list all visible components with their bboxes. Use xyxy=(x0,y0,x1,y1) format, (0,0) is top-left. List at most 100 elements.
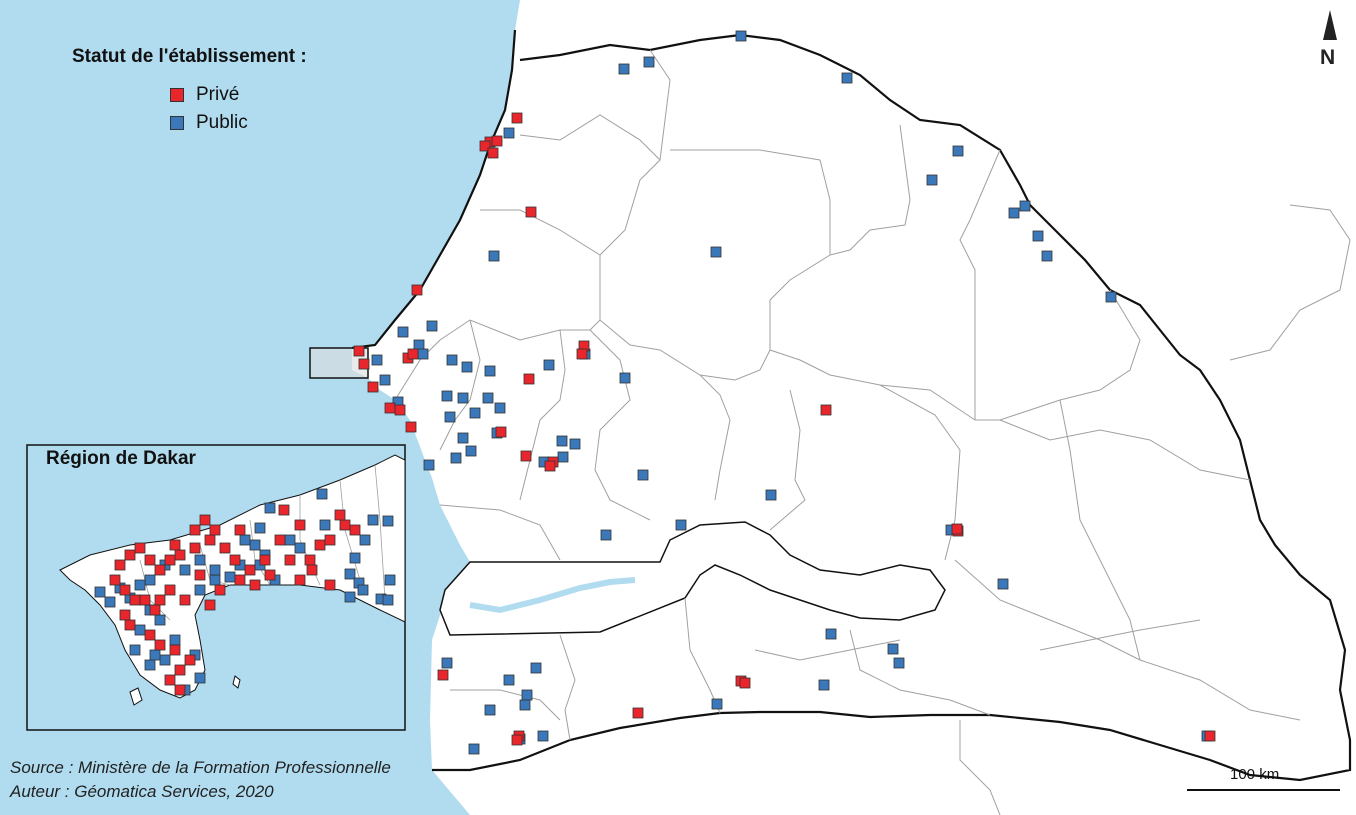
prive-establishment-marker xyxy=(199,514,211,526)
public-establishment-marker xyxy=(149,649,161,661)
public-establishment-marker xyxy=(104,596,116,608)
public-establishment-marker xyxy=(887,643,899,655)
prive-establishment-marker xyxy=(487,147,499,159)
public-establishment-marker xyxy=(600,529,612,541)
public-establishment-marker xyxy=(1032,230,1044,242)
public-establishment-marker xyxy=(367,514,379,526)
public-establishment-marker xyxy=(569,438,581,450)
public-establishment-marker xyxy=(224,571,236,583)
prive-establishment-marker xyxy=(114,559,126,571)
public-establishment-marker xyxy=(209,564,221,576)
public-establishment-marker xyxy=(264,502,276,514)
public-establishment-marker xyxy=(618,63,630,75)
island xyxy=(129,687,143,706)
prive-establishment-marker xyxy=(234,574,246,586)
gambia xyxy=(439,521,946,636)
prive-establishment-marker xyxy=(214,584,226,596)
public-establishment-marker xyxy=(469,407,481,419)
public-establishment-marker xyxy=(643,56,655,68)
inset-title: Région de Dakar xyxy=(46,448,196,469)
prive-establishment-marker xyxy=(384,402,396,414)
prive-establishment-marker xyxy=(511,734,523,746)
prive-establishment-marker xyxy=(339,519,351,531)
prive-establishment-marker xyxy=(411,284,423,296)
prive-establishment-marker xyxy=(1204,730,1216,742)
public-establishment-marker xyxy=(465,445,477,457)
public-establishment-marker xyxy=(735,30,747,42)
prive-establishment-marker xyxy=(124,619,136,631)
prive-establishment-marker xyxy=(511,112,523,124)
public-establishment-marker xyxy=(294,542,306,554)
public-establishment-marker xyxy=(194,584,206,596)
prive-establishment-marker xyxy=(139,594,151,606)
prive-establishment-marker xyxy=(324,579,336,591)
public-establishment-marker xyxy=(357,584,369,596)
prive-establishment-marker xyxy=(234,524,246,536)
prive-establishment-marker xyxy=(129,594,141,606)
prive-establishment-marker xyxy=(164,584,176,596)
public-establishment-marker xyxy=(765,489,777,501)
prive-establishment-marker xyxy=(179,594,191,606)
prive-establishment-marker xyxy=(184,654,196,666)
legend-label-prive: Privé xyxy=(196,84,240,105)
public-establishment-marker xyxy=(179,564,191,576)
public-establishment-marker xyxy=(619,372,631,384)
public-establishment-marker xyxy=(457,432,469,444)
prive-establishment-marker xyxy=(124,549,136,561)
prive-establishment-marker xyxy=(358,358,370,370)
public-establishment-marker xyxy=(397,326,409,338)
public-establishment-marker xyxy=(893,657,905,669)
prive-establishment-marker xyxy=(174,684,186,696)
public-establishment-marker xyxy=(379,374,391,386)
public-establishment-marker xyxy=(482,392,494,404)
public-establishment-marker xyxy=(194,554,206,566)
public-establishment-marker xyxy=(997,578,1009,590)
public-establishment-marker xyxy=(284,534,296,546)
prive-establishment-marker xyxy=(304,554,316,566)
legend-title: Statut de l'établissement : xyxy=(72,46,307,67)
prive-establishment-marker xyxy=(274,534,286,546)
scale-label: 100 km xyxy=(1230,766,1280,783)
author-credit: Auteur : Géomatica Services, 2020 xyxy=(10,782,274,801)
public-establishment-marker xyxy=(825,628,837,640)
public-establishment-marker xyxy=(159,654,171,666)
public-establishment-marker xyxy=(521,689,533,701)
public-establishment-marker xyxy=(1008,207,1020,219)
prive-establishment-marker xyxy=(405,421,417,433)
prive-establishment-marker xyxy=(119,609,131,621)
public-establishment-marker xyxy=(488,250,500,262)
public-establishment-marker xyxy=(537,730,549,742)
public-establishment-marker xyxy=(344,591,356,603)
public-establishment-marker xyxy=(637,469,649,481)
prive-establishment-marker xyxy=(491,135,503,147)
public-establishment-marker xyxy=(1019,200,1031,212)
north-label: N xyxy=(1320,46,1336,69)
prive-establishment-marker xyxy=(479,140,491,152)
public-establishment-marker xyxy=(144,659,156,671)
public-establishment-marker xyxy=(254,522,266,534)
public-establishment-marker xyxy=(952,145,964,157)
prive-establishment-marker xyxy=(209,524,221,536)
prive-establishment-marker xyxy=(189,542,201,554)
legend-label-public: Public xyxy=(196,112,248,133)
public-establishment-marker xyxy=(503,127,515,139)
public-establishment-marker xyxy=(426,320,438,332)
public-establishment-marker xyxy=(134,624,146,636)
prive-establishment-marker xyxy=(495,426,507,438)
public-establishment-marker xyxy=(129,644,141,656)
prive-establishment-marker xyxy=(154,594,166,606)
public-establishment-marker xyxy=(1041,250,1053,262)
prive-establishment-marker xyxy=(437,669,449,681)
prive-establishment-marker xyxy=(119,584,131,596)
public-establishment-marker xyxy=(468,743,480,755)
public-establishment-marker xyxy=(543,359,555,371)
prive-establishment-marker xyxy=(264,569,276,581)
prive-establishment-marker xyxy=(820,404,832,416)
prive-establishment-marker xyxy=(219,542,231,554)
public-establishment-marker xyxy=(556,435,568,447)
public-establishment-marker xyxy=(169,634,181,646)
public-establishment-marker xyxy=(423,459,435,471)
prive-establishment-marker xyxy=(525,206,537,218)
public-establishment-marker xyxy=(417,348,429,360)
prive-establishment-marker xyxy=(314,539,326,551)
